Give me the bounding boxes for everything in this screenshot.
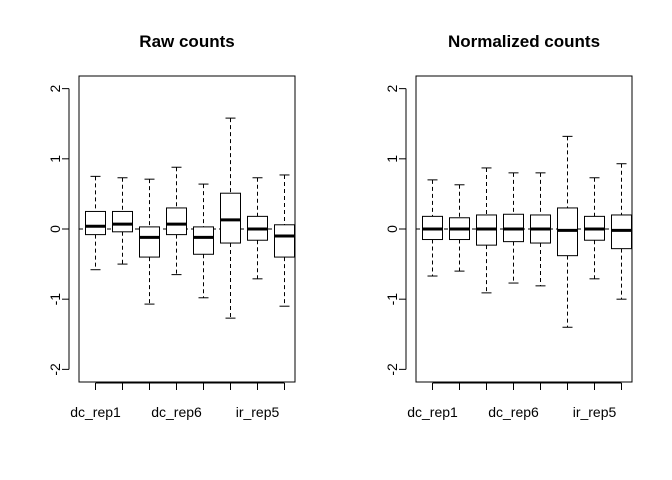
box-2	[449, 184, 470, 272]
y-tick-label: -1	[384, 293, 400, 306]
y-tick-label: 2	[47, 85, 63, 93]
x-tick-label: ir_rep5	[236, 404, 280, 420]
y-tick-label: 1	[47, 155, 63, 163]
box-6	[557, 135, 578, 328]
box-2	[112, 177, 133, 265]
interquartile-box	[139, 226, 160, 258]
y-axis: -2 -1 0 1 2	[47, 85, 70, 376]
box-8	[611, 163, 632, 300]
box-5	[193, 183, 214, 299]
box-7	[247, 177, 268, 280]
x-axis: dc_rep1 dc_rep6 ir_rep5	[407, 382, 622, 420]
y-tick-label: -1	[47, 293, 63, 306]
box-1	[85, 175, 106, 271]
box-5	[530, 172, 551, 287]
y-tick-label: -2	[384, 363, 400, 376]
chart-title: Normalized counts	[448, 32, 600, 51]
box-4	[166, 166, 187, 276]
chart-title: Raw counts	[139, 32, 234, 51]
interquartile-box	[112, 210, 133, 233]
box-3	[139, 178, 160, 305]
box-8	[274, 174, 295, 307]
x-tick-label: ir_rep5	[573, 404, 617, 420]
raw-counts-panel: Raw counts -2 -1 0 1 2 dc_rep1 dc_rep6 ir_rep5	[47, 32, 296, 420]
interquartile-box	[85, 210, 106, 236]
box-7	[584, 177, 605, 280]
x-tick-label: dc_rep6	[488, 404, 539, 420]
y-tick-label: -2	[47, 363, 63, 376]
box-6	[220, 117, 241, 319]
x-tick-label: dc_rep6	[151, 404, 202, 420]
box-4	[503, 172, 524, 284]
y-tick-label: 1	[384, 155, 400, 163]
box-3	[476, 167, 497, 294]
y-axis: -2 -1 0 1 2	[384, 85, 407, 376]
interquartile-box	[274, 224, 295, 258]
x-axis: dc_rep1 dc_rep6 ir_rep5	[70, 382, 285, 420]
interquartile-box	[220, 192, 241, 244]
normalized-counts-panel: Normalized counts -2 -1 0 1 2 dc_rep1 dc_rep6 i…	[384, 32, 633, 420]
interquartile-box	[193, 226, 214, 255]
x-tick-label: dc_rep1	[407, 404, 458, 420]
interquartile-box	[166, 207, 187, 236]
box-1	[422, 179, 443, 277]
y-tick-label: 2	[384, 85, 400, 93]
y-tick-label: 0	[47, 225, 63, 233]
x-tick-label: dc_rep1	[70, 404, 121, 420]
y-tick-label: 0	[384, 225, 400, 233]
